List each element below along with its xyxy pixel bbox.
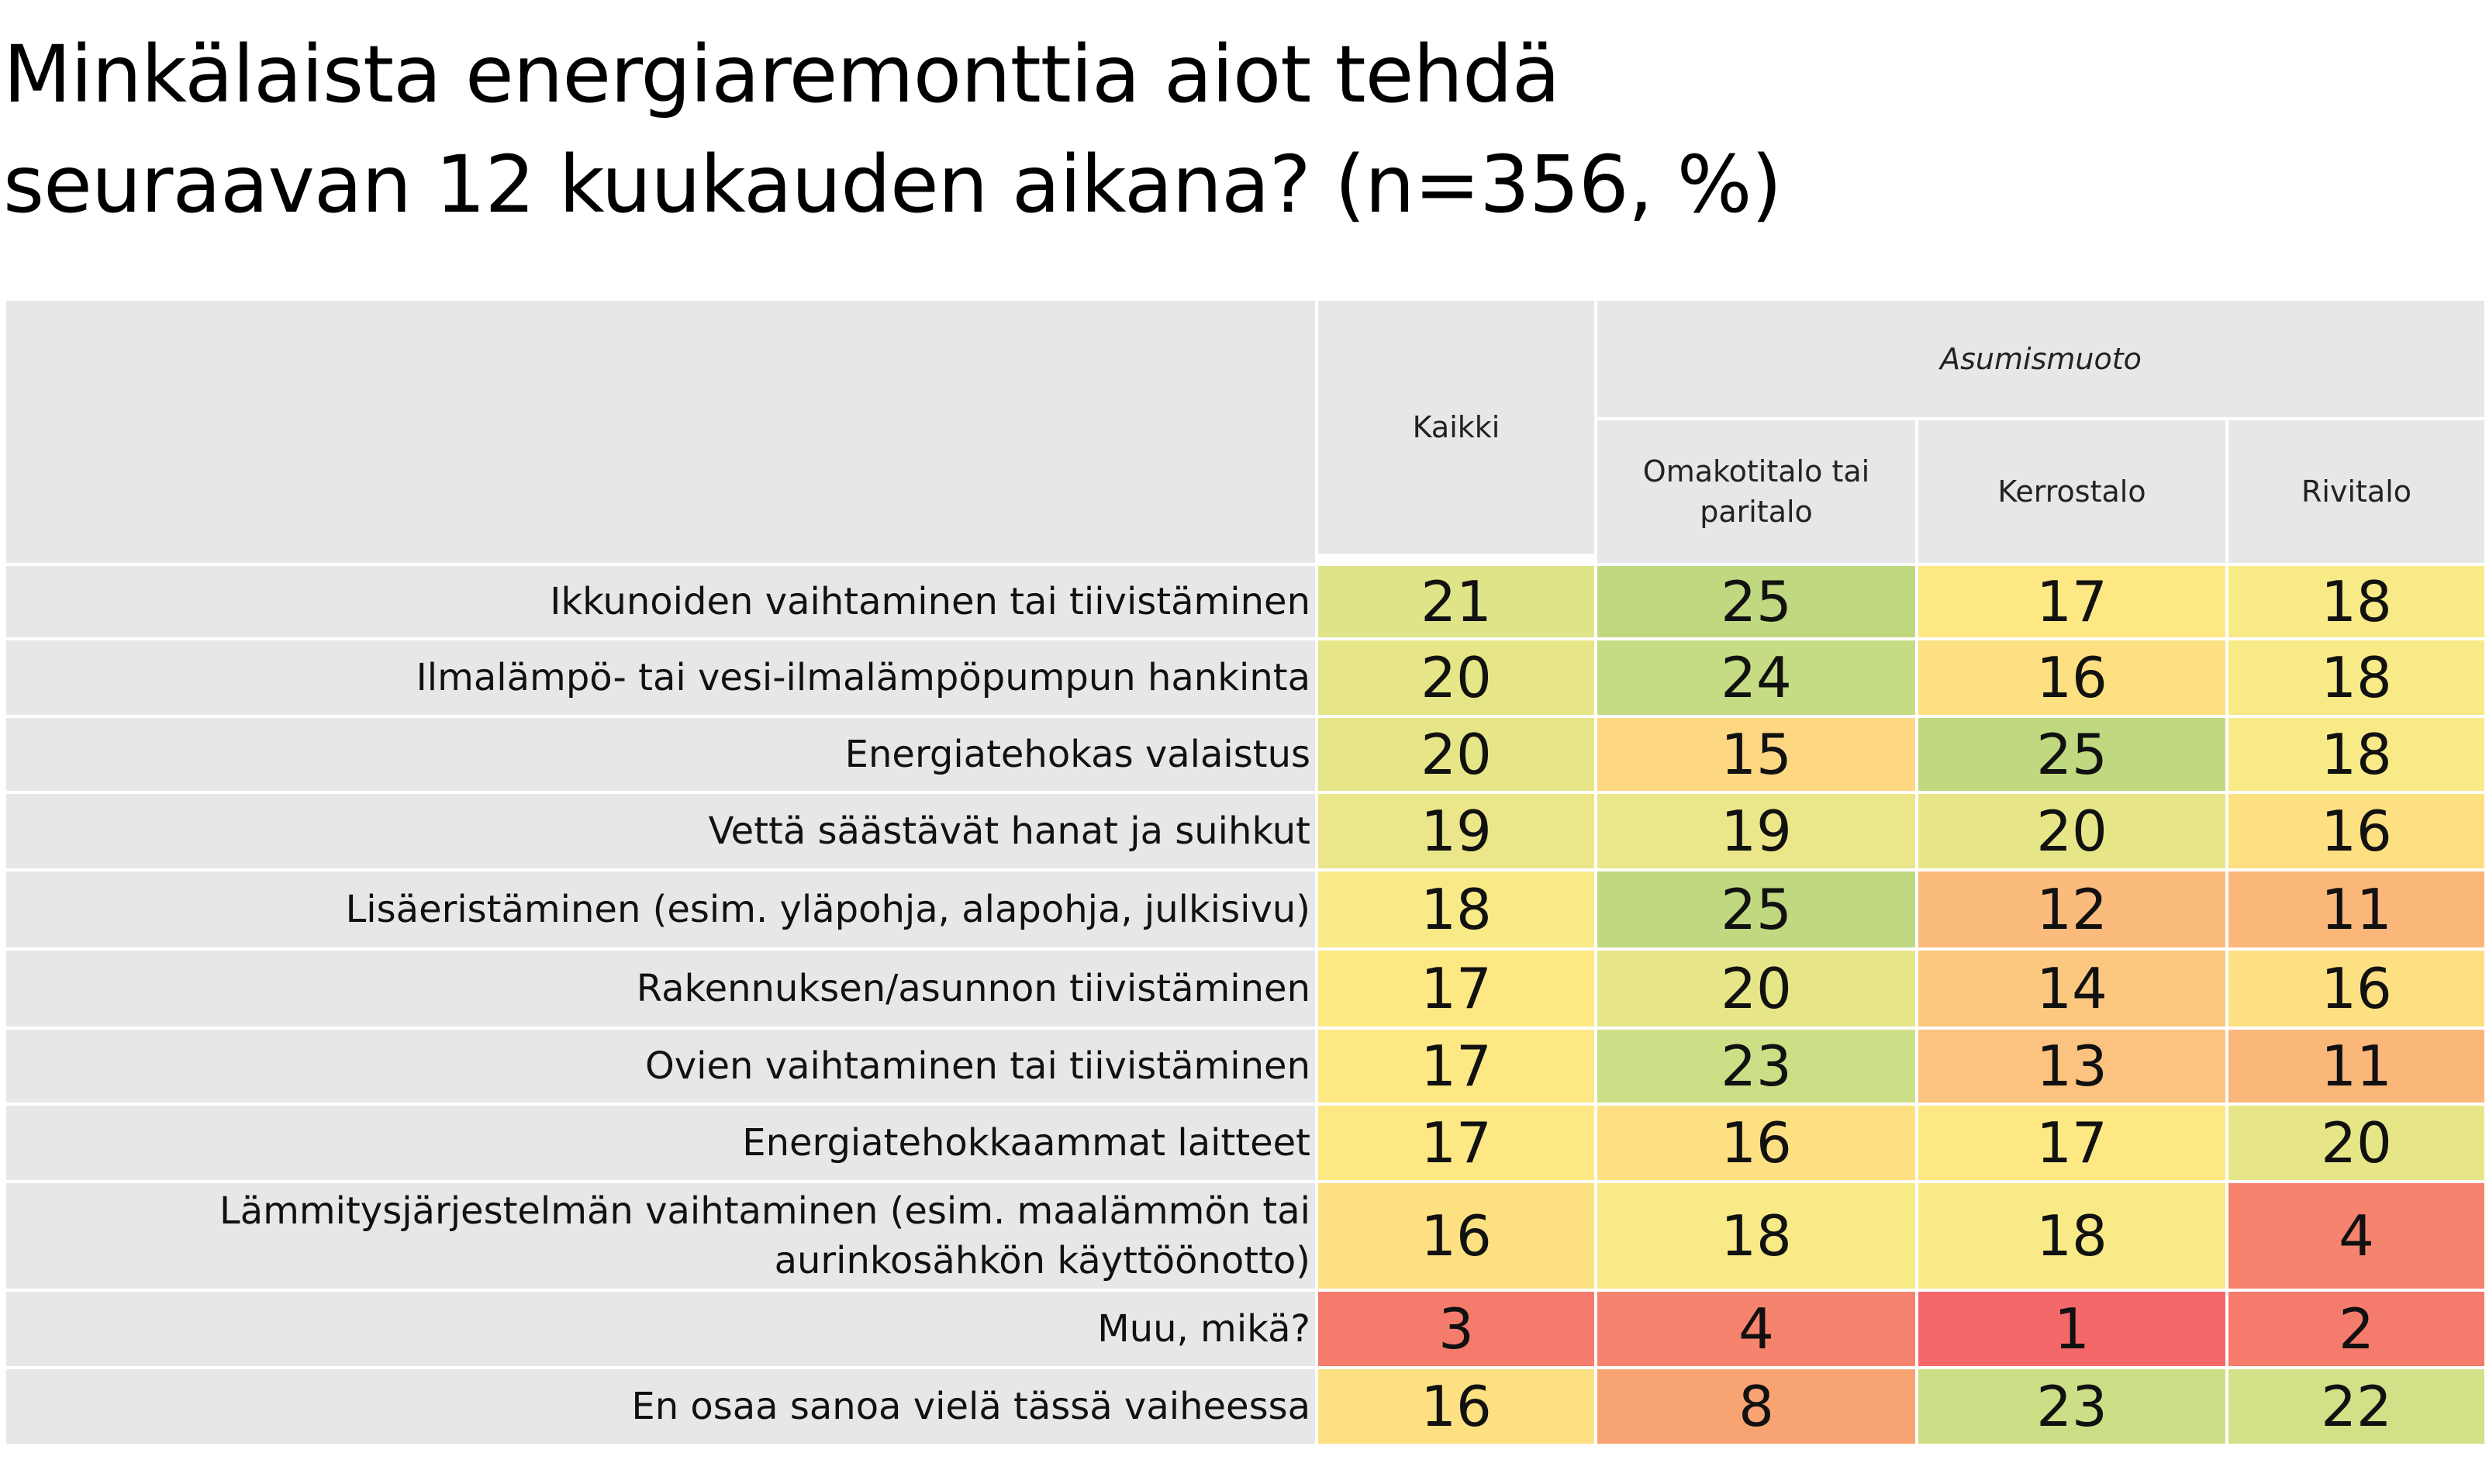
table-cell: 12 — [1918, 871, 2225, 947]
table-cell: 19 — [1318, 794, 1594, 868]
table-cell: 17 — [1318, 1030, 1594, 1103]
column-header-kerrostalo: Kerrostalo — [1918, 420, 2225, 563]
row-label: En osaa sanoa vielä tässä vaiheessa — [6, 1369, 1315, 1444]
table-cell: 11 — [2228, 871, 2484, 947]
row-label: Lisäeristäminen (esim. yläpohja, alapohj… — [6, 871, 1315, 947]
table-cell: 23 — [1918, 1369, 2225, 1444]
title-line-1: Minkälaista energiaremonttia aiot tehdä — [3, 29, 1560, 121]
table-cell: 18 — [2228, 566, 2484, 637]
table-cell: 22 — [2228, 1369, 2484, 1444]
table-cell: 17 — [1318, 1106, 1594, 1180]
table-cell: 2 — [2228, 1292, 2484, 1366]
row-label: Ovien vaihtaminen tai tiivistäminen — [6, 1030, 1315, 1103]
row-label: Ilmalämpö- tai vesi-ilmalämpöpumpun hank… — [6, 640, 1315, 715]
table-cell: 18 — [1918, 1183, 2225, 1289]
table-cell: 16 — [2228, 951, 2484, 1027]
table-cell: 21 — [1318, 566, 1594, 637]
table-cell: 3 — [1318, 1292, 1594, 1366]
table-cell: 4 — [1597, 1292, 1915, 1366]
column-header-kaikki: Kaikki — [1318, 301, 1594, 554]
header-corner — [6, 301, 1315, 563]
table-cell: 20 — [1918, 794, 2225, 868]
page-title: Minkälaista energiaremonttia aiot tehdä … — [3, 20, 2446, 240]
table-cell: 11 — [2228, 1030, 2484, 1103]
table-cell: 20 — [1597, 951, 1915, 1027]
row-label: Ikkunoiden vaihtaminen tai tiivistäminen — [6, 566, 1315, 637]
table-cell: 16 — [2228, 794, 2484, 868]
row-label: Lämmitysjärjestelmän vaihtaminen (esim. … — [6, 1183, 1315, 1289]
heatmap-table: Kaikki Asumismuoto Omakotitalo tai parital… — [6, 301, 2484, 1450]
table-cell: 4 — [2228, 1183, 2484, 1289]
table-cell: 16 — [1597, 1106, 1915, 1180]
table-cell: 13 — [1918, 1030, 2225, 1103]
row-label: Vettä säästävät hanat ja suihkut — [6, 794, 1315, 868]
column-header-rivitalo: Rivitalo — [2228, 420, 2484, 563]
table-cell: 17 — [1918, 1106, 2225, 1180]
table-cell: 24 — [1597, 640, 1915, 715]
table-cell: 20 — [2228, 1106, 2484, 1180]
table-cell: 18 — [1597, 1183, 1915, 1289]
table-cell: 25 — [1918, 718, 2225, 791]
table-cell: 18 — [2228, 718, 2484, 791]
row-label: Energiatehokkaammat laitteet — [6, 1106, 1315, 1180]
table-cell: 8 — [1597, 1369, 1915, 1444]
row-label: Muu, mikä? — [6, 1292, 1315, 1366]
table-cell: 17 — [1318, 951, 1594, 1027]
table-cell: 14 — [1918, 951, 2225, 1027]
table-cell: 16 — [1918, 640, 2225, 715]
table-cell: 23 — [1597, 1030, 1915, 1103]
table-cell: 15 — [1597, 718, 1915, 791]
table-cell: 16 — [1318, 1369, 1594, 1444]
table-cell: 18 — [1318, 871, 1594, 947]
column-header-omakotitalo: Omakotitalo tai paritalo — [1597, 420, 1915, 563]
table-cell: 19 — [1597, 794, 1915, 868]
row-label: Rakennuksen/asunnon tiivistäminen — [6, 951, 1315, 1027]
group-header-asumismuoto: Asumismuoto — [1597, 301, 2484, 417]
table-cell: 17 — [1918, 566, 2225, 637]
table-cell: 18 — [2228, 640, 2484, 715]
table-cell: 16 — [1318, 1183, 1594, 1289]
table-cell: 20 — [1318, 718, 1594, 791]
row-label: Energiatehokas valaistus — [6, 718, 1315, 791]
table-cell: 1 — [1918, 1292, 2225, 1366]
title-line-2: seuraavan 12 kuukauden aikana? (n=356, %… — [3, 139, 1782, 231]
table-cell: 25 — [1597, 871, 1915, 947]
table-cell: 20 — [1318, 640, 1594, 715]
table-cell: 25 — [1597, 566, 1915, 637]
